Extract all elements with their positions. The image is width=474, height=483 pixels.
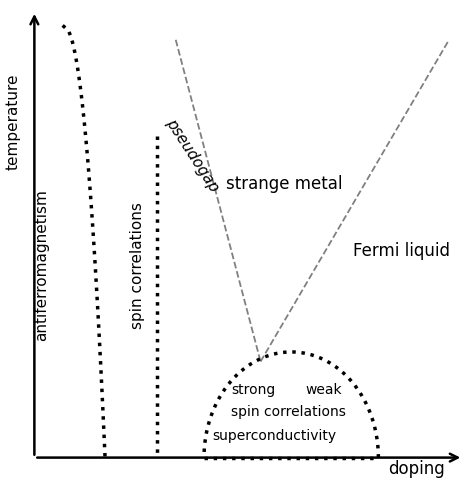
Text: Fermi liquid: Fermi liquid: [354, 242, 450, 260]
Text: doping: doping: [388, 460, 445, 478]
Text: antiferromagnetism: antiferromagnetism: [34, 189, 49, 341]
Text: spin correlations: spin correlations: [231, 405, 346, 419]
Text: temperature: temperature: [6, 73, 21, 170]
Text: weak: weak: [306, 384, 343, 398]
Text: strange metal: strange metal: [226, 175, 342, 193]
Text: pseudogap: pseudogap: [163, 115, 221, 195]
Text: spin correlations: spin correlations: [129, 202, 145, 329]
Text: strong: strong: [231, 384, 275, 398]
Text: superconductivity: superconductivity: [213, 429, 337, 443]
